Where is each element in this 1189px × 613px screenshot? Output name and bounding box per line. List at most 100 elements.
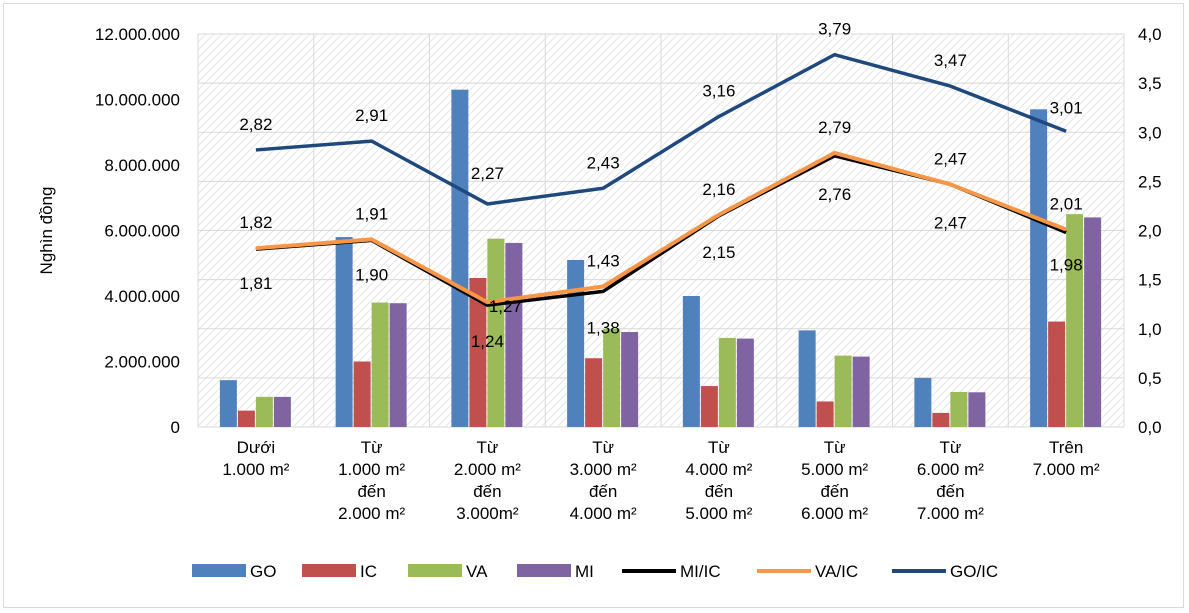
bar-go bbox=[335, 237, 353, 427]
bar-va bbox=[950, 391, 968, 427]
bar-mi bbox=[273, 396, 291, 427]
bar-go bbox=[914, 377, 932, 427]
bar-ic bbox=[932, 412, 950, 427]
legend-label-go: GO bbox=[250, 562, 276, 581]
legend-label-ic: IC bbox=[360, 562, 377, 581]
legend-label-mi: MI bbox=[575, 562, 594, 581]
bar-ic bbox=[816, 401, 834, 427]
data-label-mi-ic: 1,24 bbox=[471, 332, 504, 351]
legend-label-va: VA bbox=[466, 562, 488, 581]
bar-mi bbox=[736, 338, 754, 427]
data-label-va-ic: 2,79 bbox=[818, 118, 851, 137]
bar-ic bbox=[469, 277, 487, 427]
y-axis-title: Nghìn đồng bbox=[37, 187, 56, 275]
y2-tick-label: 1,5 bbox=[1138, 271, 1162, 290]
y2-tick-label: 1,0 bbox=[1138, 320, 1162, 339]
data-label-va-ic: 1,43 bbox=[587, 252, 620, 271]
y2-tick-label: 2,5 bbox=[1138, 172, 1162, 191]
data-label-go-ic: 3,01 bbox=[1050, 98, 1083, 117]
data-label-mi-ic: 2,47 bbox=[934, 213, 967, 232]
bar-ic bbox=[585, 358, 603, 427]
y-tick-label: 8.000.000 bbox=[104, 156, 180, 175]
data-label-va-ic: 1,91 bbox=[355, 204, 388, 223]
bar-va bbox=[603, 328, 621, 427]
line-va-ic bbox=[255, 150, 1067, 305]
y-tick-label: 12.000.000 bbox=[95, 25, 180, 44]
bar-va bbox=[834, 355, 852, 427]
data-label-mi-ic: 1,81 bbox=[239, 274, 272, 293]
bar-va bbox=[487, 238, 505, 427]
data-label-go-ic: 3,79 bbox=[818, 20, 851, 39]
data-labels: 1,81 1,90 1,24 1,38 2,15 2,76 2,47 1,98 1,82 1,91… bbox=[239, 20, 1082, 352]
lines bbox=[255, 52, 1067, 307]
legend-swatch-ic bbox=[302, 564, 356, 577]
y2-tick-label: 0,5 bbox=[1138, 369, 1162, 388]
y-tick-label: 6.000.000 bbox=[104, 222, 180, 241]
data-label-va-ic: 1,82 bbox=[239, 213, 272, 232]
y2-tick-label: 3,5 bbox=[1138, 74, 1162, 93]
legend-swatch-va bbox=[408, 564, 462, 577]
bar-ic bbox=[353, 361, 371, 427]
y2-tick-label: 0,0 bbox=[1138, 418, 1162, 437]
y2-tick-label: 3,0 bbox=[1138, 123, 1162, 142]
data-label-mi-ic: 1,98 bbox=[1050, 255, 1083, 274]
bar-va bbox=[371, 302, 389, 427]
gridlines bbox=[197, 33, 1125, 428]
bar-va bbox=[255, 396, 273, 427]
bar-go bbox=[798, 330, 816, 427]
bar-ic bbox=[1048, 321, 1066, 427]
data-label-go-ic: 2,27 bbox=[471, 164, 504, 183]
data-label-va-ic: 2,01 bbox=[1050, 195, 1083, 214]
legend-swatch-go bbox=[192, 564, 246, 577]
data-label-go-ic: 3,16 bbox=[702, 82, 735, 101]
bar-mi bbox=[621, 332, 639, 427]
legend-label-mi-ic: MI/IC bbox=[680, 562, 721, 581]
line-go-ic bbox=[255, 52, 1067, 206]
data-label-va-ic: 1,27 bbox=[489, 297, 522, 316]
bar-va bbox=[718, 337, 736, 427]
bar-mi bbox=[505, 242, 523, 427]
legend-label-va-ic: VA/IC bbox=[815, 562, 858, 581]
y-tick-label: 0 bbox=[171, 418, 180, 437]
y2-tick-label: 2,0 bbox=[1138, 222, 1162, 241]
legend-swatch-mi bbox=[517, 564, 571, 577]
x-tick-label: Trên 7.000 m² bbox=[1033, 438, 1100, 479]
x-tick-label: Từ 3.000 m² đến 4.000 m² bbox=[570, 438, 637, 523]
x-tick-label: Từ 1.000 m² đến 2.000 m² bbox=[338, 438, 405, 523]
x-tick-label: Dưới 1.000 m² bbox=[222, 438, 289, 479]
data-label-mi-ic: 2,15 bbox=[702, 243, 735, 262]
legend-label-go-ic: GO/IC bbox=[950, 562, 998, 581]
bar-go bbox=[451, 89, 469, 428]
data-label-go-ic: 2,91 bbox=[355, 106, 388, 125]
data-label-mi-ic: 1,38 bbox=[587, 318, 620, 337]
bar-ic bbox=[237, 410, 255, 427]
bar-go bbox=[567, 259, 585, 427]
data-label-go-ic: 2,82 bbox=[239, 115, 272, 134]
x-tick-label: Từ 5.000 m² đến 6.000 m² bbox=[801, 438, 868, 523]
bar-va bbox=[1066, 214, 1084, 427]
bar-ic bbox=[700, 386, 718, 427]
bar-go bbox=[1030, 109, 1048, 427]
bar-mi bbox=[389, 303, 407, 427]
data-label-va-ic: 2,47 bbox=[934, 149, 967, 168]
bar-mi bbox=[1084, 217, 1102, 427]
x-tick-label: Từ 4.000 m² đến 5.000 m² bbox=[685, 438, 752, 523]
axes: 0 2.000.000 4.000.000 6.000.000 8.000.000 10.… bbox=[37, 25, 1162, 523]
bar-mi bbox=[852, 356, 870, 427]
y2-tick-label: 4,0 bbox=[1138, 25, 1162, 44]
data-label-va-ic: 2,16 bbox=[702, 180, 735, 199]
bars bbox=[219, 89, 1102, 428]
legend: GO IC VA MI MI/IC VA/IC GO/IC bbox=[192, 562, 998, 581]
x-tick-label: Từ 6.000 m² đến 7.000 m² bbox=[917, 438, 984, 523]
x-tick-label: Từ 2.000 m² đến 3.000m² bbox=[454, 438, 521, 523]
y-tick-label: 10.000.000 bbox=[95, 91, 180, 110]
data-label-mi-ic: 2,76 bbox=[818, 185, 851, 204]
y-tick-label: 2.000.000 bbox=[104, 353, 180, 372]
bar-go bbox=[219, 380, 237, 427]
bar-mi bbox=[968, 392, 986, 427]
y-tick-label: 4.000.000 bbox=[104, 287, 180, 306]
data-label-go-ic: 2,43 bbox=[587, 153, 620, 172]
data-label-mi-ic: 1,90 bbox=[355, 265, 388, 284]
bar-go bbox=[682, 296, 700, 427]
